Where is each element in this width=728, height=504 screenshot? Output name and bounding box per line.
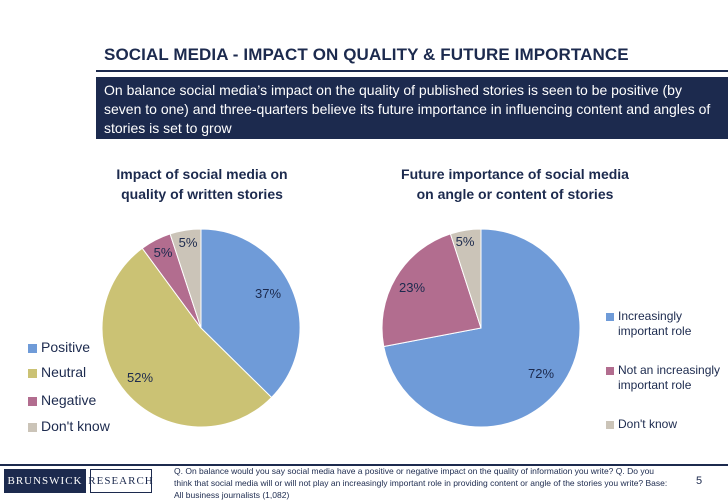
chart1-slice-1 — [101, 247, 273, 428]
chart2-legend-label-1: Not an increasingly important role — [618, 363, 721, 392]
chart1-data-label-2: 5% — [154, 245, 173, 260]
chart1-data-label-0: 37% — [255, 286, 281, 301]
chart2-legend-item-2: Don't know — [606, 417, 721, 432]
chart1-legend-label-1: Neutral — [41, 364, 87, 380]
chart1-title-line2: quality of written stories — [121, 186, 283, 202]
footer-question-text: Q. On balance would you say social media… — [174, 466, 668, 500]
chart2-title-line2: on angle or content of stories — [416, 186, 614, 202]
chart2-data-label-0: 72% — [528, 366, 554, 381]
chart1-legend-swatch-1 — [28, 369, 37, 378]
chart1-data-label-1: 52% — [127, 370, 153, 385]
chart2-data-label-1: 23% — [399, 280, 425, 295]
chart1-slice-3 — [169, 228, 202, 329]
page-title: SOCIAL MEDIA - IMPACT ON QUALITY & FUTUR… — [104, 45, 629, 64]
chart2-legend-item-1: Not an increasingly important role — [606, 363, 721, 393]
chart2-legend-swatch-2 — [606, 421, 614, 429]
chart1-data-label-3: 5% — [179, 235, 198, 250]
chart2-legend-label-0: Increasingly important role — [618, 309, 692, 338]
brand-logo-research: RESEARCH — [88, 469, 153, 493]
chart2-slice-1 — [381, 233, 482, 348]
chart1-legend-label-0: Positive — [41, 339, 91, 355]
chart2-data-label-2: 5% — [456, 234, 475, 249]
chart1-title: Impact of social media on quality of wri… — [92, 164, 312, 204]
chart2-legend-item-0: Increasingly important role — [606, 309, 721, 339]
title-bar — [96, 44, 728, 72]
chart1-legend-label-2: Negative — [41, 392, 97, 408]
chart1-legend-swatch-3 — [28, 423, 37, 432]
chart2-slice-0 — [383, 228, 581, 428]
chart2-legend-swatch-0 — [606, 313, 614, 321]
chart2-legend-swatch-1 — [606, 367, 614, 375]
chart1-legend-item-3: Don't know — [28, 418, 110, 434]
page-number: 5 — [696, 475, 703, 487]
chart1-legend-item-0: Positive — [28, 339, 90, 355]
chart1-title-line1: Impact of social media on — [116, 166, 288, 182]
chart2-title: Future importance of social media on ang… — [380, 164, 650, 204]
brand-logo-brunswick: BRUNSWICK — [4, 469, 86, 493]
footer-divider — [0, 464, 728, 466]
chart1-legend-swatch-2 — [28, 397, 37, 406]
chart1-legend-item-1: Neutral — [28, 364, 86, 380]
chart1-legend-swatch-0 — [28, 344, 37, 353]
chart1-slice-0 — [200, 228, 301, 399]
chart2-title-line1: Future importance of social media — [401, 166, 629, 182]
chart1-legend-label-3: Don't know — [41, 418, 110, 434]
subtitle-box — [96, 77, 728, 139]
chart2-slice-2 — [449, 228, 482, 329]
chart1-legend-item-2: Negative — [28, 392, 96, 408]
chart2-legend-label-2: Don't know — [618, 417, 677, 431]
page-subtitle: On balance social media’s impact on the … — [104, 82, 711, 136]
